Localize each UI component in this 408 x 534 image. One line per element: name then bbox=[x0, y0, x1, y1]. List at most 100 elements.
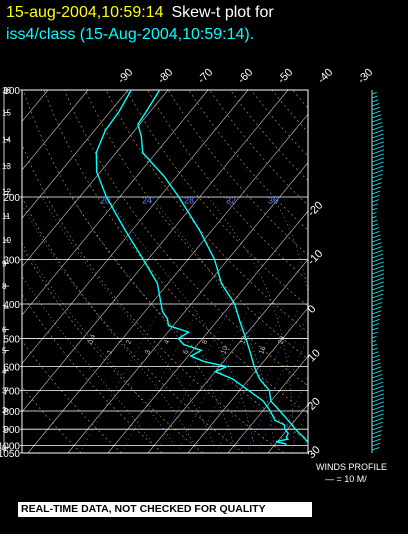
moist-adiabat-label: 1 bbox=[106, 349, 114, 355]
wind-barb bbox=[371, 133, 384, 139]
dry-adiabat-line bbox=[22, 386, 82, 453]
mixing-ratio-line bbox=[289, 407, 308, 453]
height-tick-label: 5 bbox=[2, 346, 7, 355]
wind-barb bbox=[371, 178, 383, 183]
winds-profile-key: — = 10 M/ bbox=[325, 474, 367, 484]
height-tick-label: 2 bbox=[2, 406, 7, 415]
wind-barb bbox=[371, 238, 382, 243]
mixing-ratio-label: 32 bbox=[226, 196, 236, 206]
dry-adiabat-line bbox=[43, 90, 308, 414]
mixing-ratio-line bbox=[177, 307, 250, 453]
mixing-ratio-label: 20 bbox=[100, 196, 110, 206]
wind-barb bbox=[371, 327, 379, 331]
top-temp-group: -50 bbox=[276, 66, 296, 86]
wind-barb bbox=[371, 230, 380, 235]
pressure-tick-label: 400 bbox=[3, 300, 20, 311]
wind-barb bbox=[371, 293, 384, 299]
wind-barb bbox=[371, 442, 381, 447]
pressure-tick-label: 500 bbox=[3, 334, 20, 345]
height-tick-label: 6 bbox=[2, 326, 7, 335]
pressure-tick-label: 300 bbox=[3, 256, 20, 267]
moist-adiabat-label: 20 bbox=[277, 335, 286, 345]
mixing-ratio-line bbox=[121, 307, 200, 453]
dry-adiabat-line bbox=[22, 90, 308, 442]
wind-barb bbox=[371, 212, 377, 215]
top-temp-group: -40 bbox=[316, 66, 336, 86]
height-tick-label: 1 bbox=[2, 425, 7, 434]
wind-barb bbox=[371, 261, 384, 267]
wind-barb bbox=[371, 362, 381, 367]
top-temp-group: -90 bbox=[116, 66, 136, 86]
isotherm-line bbox=[22, 90, 169, 268]
dry-adiabat-line bbox=[334, 90, 408, 453]
mixing-ratio-line bbox=[155, 307, 231, 453]
wind-barb bbox=[371, 223, 379, 227]
wind-barb bbox=[371, 430, 383, 435]
wind-barb bbox=[371, 409, 384, 415]
isotherm-line bbox=[22, 90, 89, 171]
wind-barb bbox=[371, 381, 384, 387]
height-tick-label: 4 bbox=[2, 367, 7, 376]
isotherm-line bbox=[388, 90, 408, 453]
dry-adiabat-line bbox=[22, 246, 203, 453]
moist-adiabat-label: 8 bbox=[201, 339, 209, 345]
pressure-tick-label: 700 bbox=[3, 386, 20, 397]
height-tick-label: 15 bbox=[2, 108, 11, 117]
mixing-ratio-line bbox=[79, 307, 162, 453]
moist-adiabat-label: 3 bbox=[144, 349, 152, 355]
wind-barb bbox=[371, 99, 379, 103]
wind-barb bbox=[371, 110, 381, 115]
wind-barb bbox=[371, 249, 383, 255]
moist-adiabat-line bbox=[106, 196, 255, 446]
pressure-tick-label: 1050 bbox=[0, 449, 20, 460]
wind-barb bbox=[371, 153, 385, 159]
wind-barb bbox=[371, 366, 382, 371]
mixing-ratio-line bbox=[301, 436, 308, 453]
temperature-profile-line bbox=[137, 90, 308, 444]
right-temp-label: -10 bbox=[306, 248, 326, 268]
wind-barb bbox=[371, 257, 384, 263]
wind-barb bbox=[371, 370, 382, 375]
wind-barb bbox=[371, 358, 381, 363]
wind-barb bbox=[371, 273, 385, 279]
wind-barb bbox=[371, 310, 382, 315]
wind-barb bbox=[371, 103, 380, 107]
wind-barb bbox=[371, 374, 383, 379]
height-tick-label: 8 bbox=[2, 282, 7, 291]
isotherm-line bbox=[22, 90, 209, 316]
height-tick-label: 3 bbox=[2, 387, 7, 396]
wind-barb bbox=[371, 314, 381, 319]
top-temp-label: -40 bbox=[316, 66, 336, 86]
wind-barb bbox=[371, 242, 382, 247]
wind-barb bbox=[371, 405, 385, 411]
top-temp-group: -80 bbox=[156, 66, 176, 86]
dry-adiabat-line bbox=[105, 90, 308, 333]
dry-adiabat-line bbox=[271, 90, 308, 133]
dry-adiabat-line bbox=[22, 196, 244, 453]
isotherm-line bbox=[27, 113, 308, 453]
winds-profile-label: WINDS PROFILE bbox=[316, 462, 388, 472]
wind-barb bbox=[371, 302, 383, 307]
wind-barb bbox=[371, 195, 380, 199]
moist-adiabat-line bbox=[151, 196, 275, 446]
wind-barb bbox=[371, 199, 379, 203]
wind-barb bbox=[371, 289, 384, 295]
wind-barb bbox=[371, 265, 384, 271]
wind-barb bbox=[371, 331, 378, 335]
wind-barb bbox=[371, 318, 380, 323]
wind-barb bbox=[371, 219, 378, 223]
wind-barb bbox=[371, 216, 377, 219]
wind-barb bbox=[371, 323, 380, 327]
wind-barb bbox=[371, 340, 377, 343]
title-line: 15-aug-2004,10:59:14 Skew-t plot for bbox=[6, 3, 274, 22]
isotherm-line bbox=[267, 404, 308, 453]
dry-adiabat-line bbox=[313, 90, 408, 453]
mixing-ratio-line bbox=[321, 308, 378, 453]
wind-barb bbox=[371, 277, 385, 283]
mixing-ratio-label: 36 bbox=[268, 196, 278, 206]
dry-adiabat-line bbox=[188, 90, 308, 231]
moist-adiabat-label: 4 bbox=[163, 339, 171, 345]
wind-barb bbox=[371, 269, 385, 275]
isotherm-line bbox=[227, 355, 308, 453]
dry-adiabat-line bbox=[22, 293, 163, 453]
